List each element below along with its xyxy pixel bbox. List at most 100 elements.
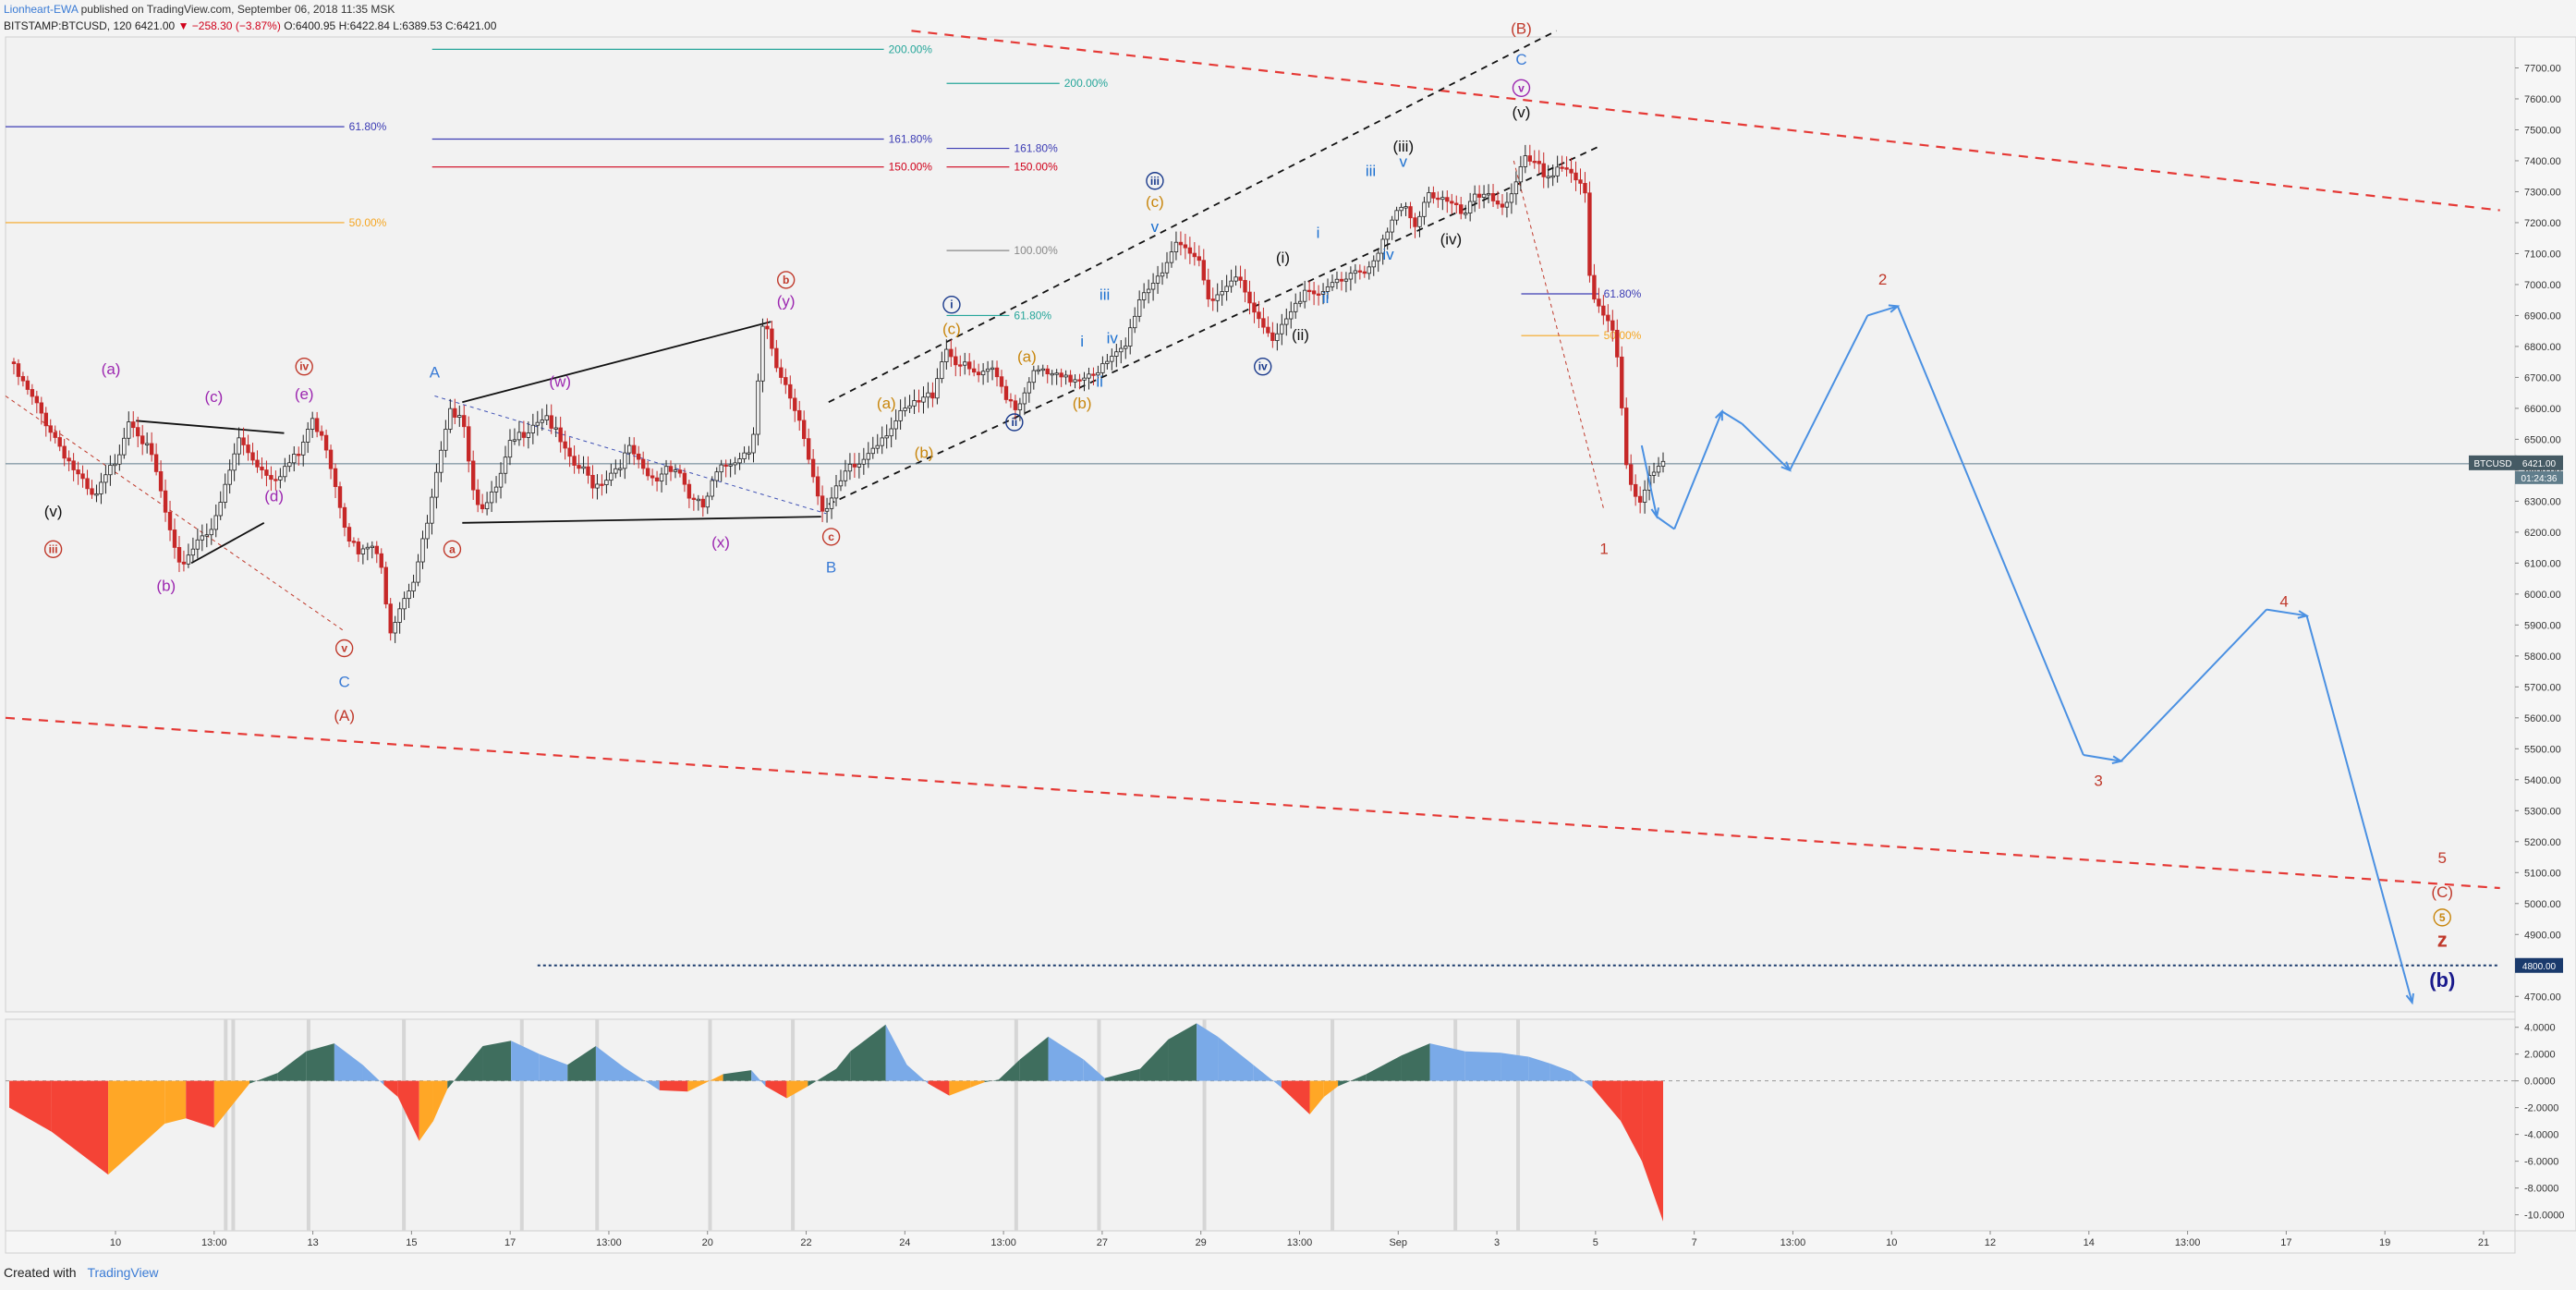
candle-body — [374, 545, 379, 554]
candle-body — [200, 535, 205, 541]
wave-label: A — [430, 363, 441, 381]
osc-area-segment — [213, 1080, 250, 1128]
candle-body — [1513, 181, 1519, 195]
ohlc-values: O:6400.95 H:6422.84 L:6389.53 C:6421.00 — [284, 19, 497, 32]
candle-body — [351, 541, 357, 543]
osc-gray-bar — [231, 1019, 236, 1231]
candle-body — [1523, 155, 1528, 167]
candle-body — [765, 325, 770, 330]
candle-body — [577, 465, 581, 469]
forecast-segment — [1673, 410, 1723, 529]
candle-body — [388, 603, 393, 634]
osc-area-segment — [1197, 1023, 1219, 1081]
candle-body — [1357, 270, 1363, 273]
forecast-segment — [1640, 444, 1659, 517]
wave-label: B — [826, 558, 836, 576]
candle-body — [297, 454, 301, 456]
wave-label: iii — [1366, 163, 1376, 180]
fib-level-label: 100.00% — [1014, 244, 1058, 257]
osc-area-segment — [1528, 1056, 1550, 1081]
target-tag — [2515, 957, 2563, 973]
osc-area-segment — [362, 1065, 384, 1086]
candle-body — [627, 444, 632, 454]
y-tick-label: 6900.00 — [2524, 310, 2561, 322]
candle-body — [880, 437, 884, 446]
wave-label: (c) — [1146, 193, 1164, 211]
candle-body — [609, 472, 614, 481]
candle-body — [1031, 370, 1037, 383]
candle-body — [1527, 155, 1533, 162]
wave-label: (a) — [102, 360, 121, 378]
candle-body — [323, 434, 329, 451]
candle-body — [829, 497, 834, 509]
candle-body — [402, 598, 407, 610]
candle-body — [1289, 310, 1294, 320]
candle-body — [1063, 374, 1068, 378]
osc-area-segment — [1338, 1074, 1367, 1087]
wave-label: (y) — [777, 292, 796, 310]
candle-body — [48, 425, 53, 433]
osc-area-segment — [1571, 1071, 1593, 1088]
candle-body — [186, 554, 191, 565]
x-tick-label: 10 — [1886, 1237, 1897, 1248]
candle-body — [861, 458, 867, 465]
candle-body — [1509, 193, 1514, 203]
candle-body — [549, 415, 553, 429]
forecast-segment — [2266, 608, 2307, 617]
candle-body — [558, 427, 563, 443]
osc-tick-label: -10.0000 — [2524, 1211, 2564, 1222]
y-tick-label: 5900.00 — [2524, 620, 2561, 631]
candle-body — [614, 468, 618, 474]
y-tick-label: 7100.00 — [2524, 249, 2561, 260]
candle-body — [747, 452, 751, 455]
wave-label: iii — [1150, 175, 1160, 188]
osc-area-segment — [659, 1080, 688, 1092]
candle-body — [806, 438, 811, 460]
osc-area-segment — [1139, 1039, 1169, 1081]
tradingview-logo[interactable]: TradingView — [87, 1265, 159, 1280]
candle-body — [963, 361, 967, 366]
osc-area-segment — [998, 1059, 1020, 1081]
x-tick-label: 13:00 — [990, 1237, 1016, 1248]
osc-gray-bar — [1516, 1019, 1521, 1231]
candle-body — [1417, 215, 1422, 227]
candle-body — [600, 483, 604, 486]
candle-body — [71, 460, 76, 470]
candle-body — [1091, 373, 1096, 376]
candle-body — [153, 454, 159, 472]
candle-body — [1100, 363, 1105, 373]
candle-body — [926, 392, 930, 398]
x-tick-label: 13 — [307, 1237, 318, 1248]
candle-body — [958, 364, 963, 367]
candle-body — [1017, 403, 1023, 410]
osc-area-segment — [1218, 1036, 1254, 1081]
candle-body — [1445, 197, 1450, 202]
candle-body — [1564, 167, 1569, 170]
osc-gray-bar — [306, 1019, 310, 1231]
candle-body — [815, 476, 820, 497]
candle-body — [1422, 201, 1427, 217]
channel-lower-line — [5, 716, 2500, 890]
candle-body — [227, 469, 232, 485]
y-tick-label: 5800.00 — [2524, 651, 2561, 663]
candle-body — [1132, 315, 1137, 329]
candle-body — [383, 566, 388, 605]
candle-body — [1606, 314, 1610, 322]
x-tick-label: Sep — [1389, 1237, 1407, 1248]
candle-body — [1110, 356, 1114, 362]
candle-body — [843, 470, 848, 481]
candle-body — [714, 471, 719, 481]
osc-area-segment — [1104, 1068, 1140, 1081]
wave-label: (b) — [156, 578, 176, 595]
candle-body — [420, 538, 425, 563]
candle-body — [586, 466, 590, 476]
candle-body — [1380, 238, 1385, 254]
osc-gray-bar — [595, 1019, 600, 1231]
author-link[interactable]: Lionheart-EWA — [4, 3, 79, 16]
x-tick-label: 14 — [2084, 1237, 2095, 1248]
candle-body — [1403, 206, 1408, 209]
candle-body — [158, 470, 164, 492]
candle-body — [430, 496, 434, 524]
candle-body — [209, 529, 213, 536]
